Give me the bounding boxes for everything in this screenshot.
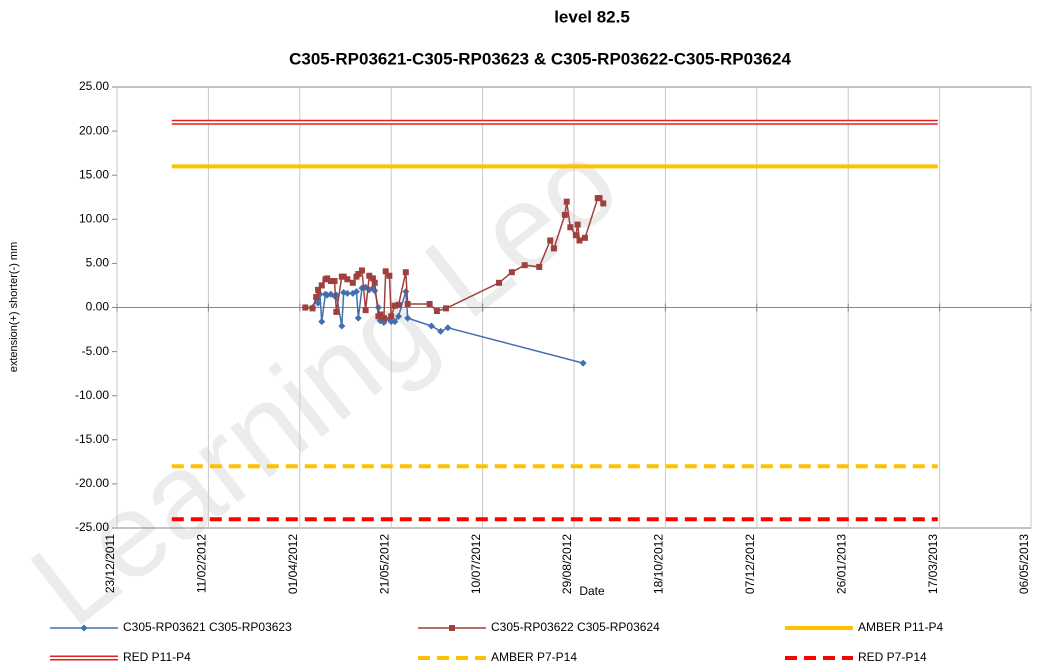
point <box>369 275 376 282</box>
point <box>581 234 588 241</box>
point <box>314 299 322 307</box>
legend-marker <box>449 625 455 631</box>
point <box>352 288 360 296</box>
point <box>318 318 326 326</box>
point <box>315 286 322 293</box>
point <box>349 279 356 286</box>
point <box>362 307 369 314</box>
point <box>567 224 574 231</box>
legend-label: AMBER P11-P4 <box>858 620 943 634</box>
point <box>402 269 409 276</box>
point <box>382 268 389 275</box>
y-tick-label: 0.00 <box>86 300 110 314</box>
point <box>343 289 351 297</box>
point <box>309 305 316 312</box>
legend-label: RED P7-P14 <box>858 650 927 664</box>
point <box>404 300 411 307</box>
point <box>386 272 393 279</box>
point <box>371 279 378 286</box>
point <box>324 275 331 282</box>
point <box>574 221 581 228</box>
point <box>521 262 528 269</box>
point <box>550 245 557 252</box>
y-tick-label: 5.00 <box>86 256 110 270</box>
point <box>327 278 334 285</box>
point <box>563 198 570 205</box>
point <box>358 267 365 274</box>
point <box>387 318 395 326</box>
watermark: Learning Leo <box>7 114 642 651</box>
chart-title: level 82.5 <box>554 7 630 26</box>
y-axis-label: extension(+) shorter(-) mm <box>8 242 20 373</box>
x-tick-label: 10/07/2012 <box>469 534 483 594</box>
point <box>380 315 387 322</box>
x-tick-label: 29/08/2012 <box>560 534 574 594</box>
point <box>404 314 412 322</box>
point <box>596 195 603 202</box>
x-tick-label: 23/12/2011 <box>103 534 117 593</box>
point <box>561 211 568 218</box>
point <box>313 293 320 300</box>
point <box>576 237 583 244</box>
y-tick-label: -15.00 <box>75 432 109 446</box>
y-tick-label: -5.00 <box>82 344 110 358</box>
y-tick-label: 25.00 <box>79 79 109 93</box>
point <box>508 269 515 276</box>
y-tick-label: -20.00 <box>75 476 109 490</box>
point <box>395 312 403 320</box>
y-tick-label: 10.00 <box>79 211 109 225</box>
y-tick-label: -10.00 <box>75 388 109 402</box>
point <box>536 263 543 270</box>
chart-subtitle: C305-RP03621-C305-RP03623 & C305-RP03622… <box>289 49 791 68</box>
point <box>391 318 399 326</box>
point <box>395 301 402 308</box>
point <box>600 200 607 207</box>
x-tick-label: 17/03/2013 <box>926 534 940 594</box>
y-tick-label: -25.00 <box>75 520 109 534</box>
x-tick-label: 18/10/2012 <box>652 534 666 594</box>
point <box>340 273 347 280</box>
point <box>344 276 351 283</box>
point <box>355 270 362 277</box>
y-tick-label: 15.00 <box>79 167 109 181</box>
legend-label: C305-RP03621 C305-RP03623 <box>123 620 292 634</box>
point <box>496 279 503 286</box>
point <box>302 304 309 311</box>
point <box>433 308 440 315</box>
x-tick-label: 26/01/2013 <box>834 534 848 594</box>
point <box>354 314 362 322</box>
x-tick-label: 07/12/2012 <box>743 534 757 594</box>
point <box>443 305 450 312</box>
point <box>391 302 398 309</box>
point <box>547 237 554 244</box>
point <box>572 232 579 239</box>
x-tick-label: 11/02/2012 <box>195 534 209 593</box>
point <box>377 311 384 318</box>
legend-marker <box>80 624 88 632</box>
x-tick-label: 06/05/2013 <box>1017 534 1031 594</box>
point <box>366 272 373 279</box>
legend-label: C305-RP03622 C305-RP03624 <box>491 620 660 634</box>
point <box>318 282 325 289</box>
point <box>579 359 587 367</box>
point <box>331 278 338 285</box>
point <box>427 322 435 330</box>
point <box>426 300 433 307</box>
y-tick-label: 20.00 <box>79 123 109 137</box>
point <box>437 327 445 335</box>
x-axis-label: Date <box>579 584 605 598</box>
point <box>333 308 340 315</box>
legend-label: AMBER P7-P14 <box>491 650 577 664</box>
x-tick-label: 21/05/2012 <box>377 534 391 594</box>
legend-label: RED P11-P4 <box>123 650 191 664</box>
x-tick-label: 01/04/2012 <box>286 534 300 594</box>
point <box>338 322 346 330</box>
point <box>388 313 395 320</box>
point <box>444 324 452 332</box>
